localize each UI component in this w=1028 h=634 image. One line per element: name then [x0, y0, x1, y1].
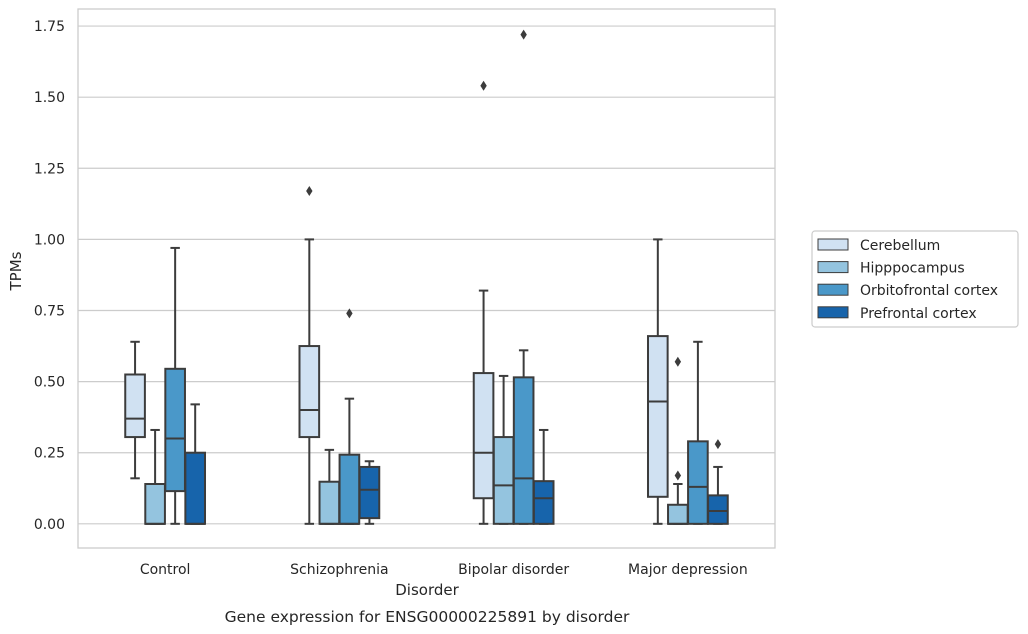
box-body	[532, 480, 555, 525]
legend-label: Hipppocampus	[860, 261, 965, 277]
x-tick-label: Control	[140, 562, 191, 578]
legend-swatch	[817, 261, 849, 274]
box-body	[646, 335, 669, 498]
box-cerebellum	[298, 186, 321, 525]
outlier-point	[714, 439, 722, 450]
plot-frame	[77, 8, 776, 549]
y-tick-label: 1.50	[34, 90, 65, 106]
x-tick-label: Bipolar disorder	[458, 562, 569, 578]
legend-label: Prefrontal cortex	[860, 306, 977, 322]
legend-swatch	[817, 306, 849, 319]
box-cerebellum	[646, 238, 669, 525]
y-tick-label: 1.00	[34, 232, 65, 248]
legend-swatch	[817, 283, 849, 296]
outlier-point	[346, 308, 353, 319]
legend-frame	[811, 230, 1019, 328]
outlier-point	[520, 29, 527, 40]
box-body	[667, 503, 689, 525]
box-orbitofrontal-cortex	[164, 246, 186, 525]
box-body	[492, 436, 515, 525]
box-body	[512, 376, 535, 525]
box-hipppocampus	[318, 448, 341, 525]
box-cerebellum	[472, 80, 495, 525]
box-body	[472, 372, 495, 500]
box-hipppocampus	[144, 428, 166, 525]
y-tick-label: 0.25	[34, 446, 65, 462]
x-tick-label: Schizophrenia	[290, 562, 388, 578]
box-body	[144, 483, 166, 525]
box-body	[164, 367, 186, 493]
y-axis-label: TPMs	[7, 251, 25, 291]
y-tick-label: 1.75	[34, 19, 65, 35]
y-tick-label: 0.75	[34, 303, 65, 319]
outlier-point	[480, 80, 487, 91]
box-cerebellum	[124, 340, 146, 480]
box-orbitofrontal-cortex	[338, 308, 361, 525]
legend: Cerebellum Hipppocampus Orbitofrontal cort…	[811, 230, 1019, 328]
x-tick-labels: Control Schizophrenia Bipolar disorder Majo…	[140, 562, 748, 578]
box-body	[338, 453, 361, 525]
chart-caption: Gene expression for ENSG00000225891 by d…	[225, 608, 630, 626]
box-hipppocampus	[492, 374, 515, 525]
legend-label: Orbitofrontal cortex	[860, 283, 998, 299]
box-orbitofrontal-cortex	[512, 29, 535, 525]
box-body	[318, 480, 341, 525]
box-prefrontal-cortex	[707, 439, 729, 525]
outlier-point	[674, 356, 682, 367]
legend-label: Cerebellum	[860, 238, 940, 254]
box-orbitofrontal-cortex	[687, 340, 709, 525]
outlier-point	[674, 470, 682, 481]
y-tick-label: 0.00	[34, 517, 65, 533]
x-tick-label: Major depression	[628, 562, 748, 578]
outlier-point	[306, 186, 313, 197]
x-axis-label: Disorder	[395, 581, 459, 599]
y-tick-label: 0.50	[34, 375, 65, 391]
box-body	[687, 440, 709, 525]
box-prefrontal-cortex	[532, 428, 555, 525]
box-body	[184, 451, 207, 525]
box-body	[124, 373, 146, 439]
box-prefrontal-cortex	[184, 403, 207, 525]
box-body	[358, 465, 381, 520]
box-plots	[124, 29, 729, 525]
y-tick-labels: 0.00 0.25 0.50 0.75 1.00 1.25 1.50 1.75	[34, 19, 65, 533]
box-prefrontal-cortex	[358, 460, 381, 525]
y-tick-label: 1.25	[34, 161, 65, 177]
box-body	[707, 494, 729, 525]
legend-swatch	[817, 238, 849, 251]
box-body	[298, 345, 321, 439]
